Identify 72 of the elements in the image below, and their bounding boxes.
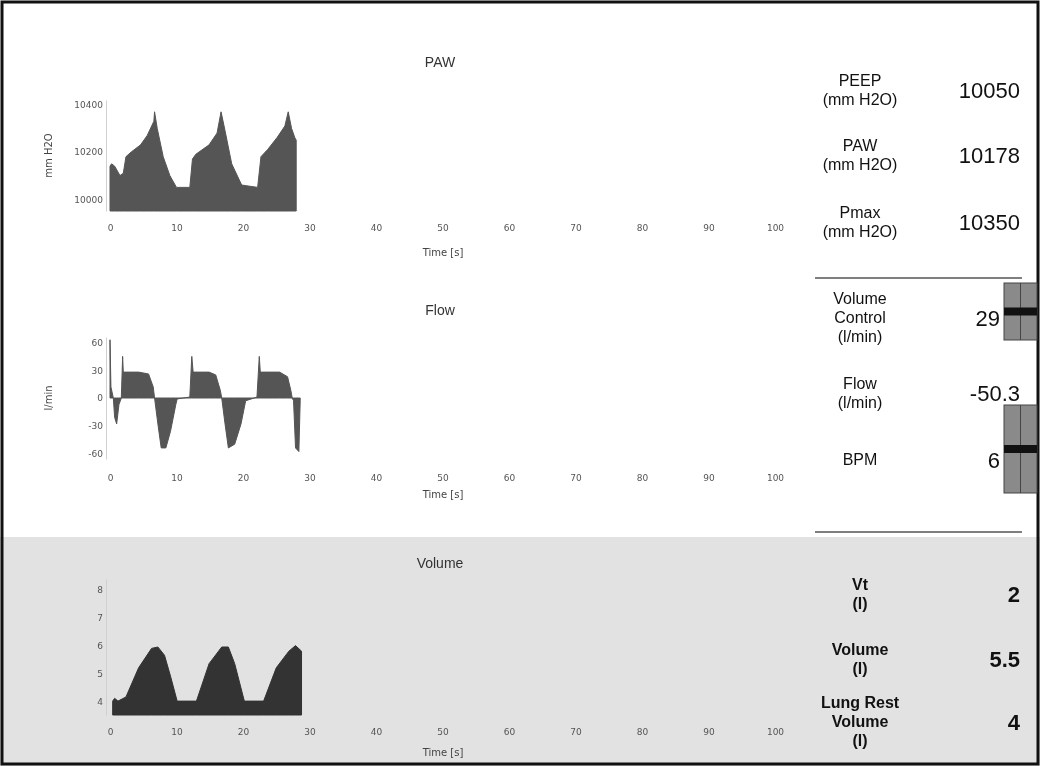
y-tick-label: 0 [97, 393, 104, 404]
x-tick-label: 30 [304, 473, 316, 484]
y-tick-label: 6 [97, 640, 104, 651]
x-tick-label: 30 [304, 223, 316, 234]
x-tick-label: 0 [107, 727, 114, 738]
x-tick-label: 80 [636, 473, 649, 484]
y-axis-title: l/min [43, 385, 54, 411]
x-tick-label: 50 [437, 473, 449, 484]
text: Pmax (mm H2O) [822, 203, 898, 240]
x-tick-label: 70 [570, 727, 582, 738]
text: 10050 [958, 78, 1020, 103]
text: 29 [975, 306, 1000, 331]
text: 5.5 [989, 647, 1020, 672]
x-tick-label: 30 [304, 727, 316, 738]
text: BPM [842, 451, 878, 468]
chart-title: Flow [425, 302, 456, 318]
x-tick-label: 20 [237, 727, 250, 738]
text: 2 [1007, 582, 1020, 607]
text: Flow (l/min) [837, 374, 883, 411]
y-tick-label: -60 [88, 448, 104, 459]
y-tick-label: 10000 [74, 194, 104, 205]
y-tick-label: 8 [97, 585, 104, 596]
text: Lung Rest Volume (l) [820, 694, 900, 749]
x-axis-title: Time [s] [421, 747, 464, 758]
x-tick-label: 50 [437, 727, 449, 738]
y-tick-label: 5 [97, 668, 103, 679]
text: -50.3 [969, 381, 1020, 406]
x-tick-label: 10 [171, 727, 183, 738]
x-tick-label: 10 [171, 473, 183, 484]
x-tick-label: 80 [636, 727, 649, 738]
x-tick-label: 70 [570, 223, 582, 234]
y-tick-label: 60 [91, 337, 104, 348]
x-tick-label: 20 [237, 473, 250, 484]
text: 10350 [958, 210, 1020, 235]
x-tick-label: 90 [703, 727, 715, 738]
x-axis-title: Time [s] [421, 247, 464, 258]
x-tick-label: 100 [766, 473, 785, 484]
text: 10178 [958, 143, 1020, 168]
x-tick-label: 0 [107, 473, 114, 484]
x-tick-label: 60 [503, 223, 516, 234]
text: 6 [987, 448, 1000, 473]
text: Volume (l) [831, 640, 889, 677]
x-tick-label: 40 [370, 223, 383, 234]
text: PEEP (mm H2O) [822, 71, 898, 108]
chart-title: Volume [416, 555, 464, 571]
y-tick-label: 7 [97, 613, 103, 624]
y-tick-label: 4 [97, 696, 104, 707]
y-tick-label: 10400 [74, 100, 104, 111]
x-tick-label: 10 [171, 223, 183, 234]
text: Vt (l) [852, 575, 869, 612]
x-tick-label: 80 [636, 223, 649, 234]
y-tick-label: 10200 [74, 147, 104, 158]
chart-title: PAW [424, 54, 456, 70]
x-tick-label: 100 [766, 727, 785, 738]
x-axis-title: Time [s] [421, 489, 464, 500]
x-tick-label: 90 [703, 223, 715, 234]
x-tick-label: 60 [503, 473, 516, 484]
y-tick-label: 30 [91, 365, 104, 376]
text: 4 [1007, 710, 1021, 735]
x-tick-label: 100 [766, 223, 785, 234]
y-tick-label: -30 [88, 421, 104, 432]
x-tick-label: 40 [370, 473, 383, 484]
x-tick-label: 90 [703, 473, 715, 484]
y-axis-title: mm H2O [43, 133, 54, 178]
x-tick-label: 60 [503, 727, 516, 738]
x-tick-label: 0 [107, 223, 114, 234]
x-tick-label: 70 [570, 473, 582, 484]
x-tick-label: 40 [370, 727, 383, 738]
text: PAW (mm H2O) [822, 136, 898, 173]
x-tick-label: 50 [437, 223, 449, 234]
x-tick-label: 20 [237, 223, 250, 234]
text: Volume Control (l/min) [833, 290, 887, 345]
